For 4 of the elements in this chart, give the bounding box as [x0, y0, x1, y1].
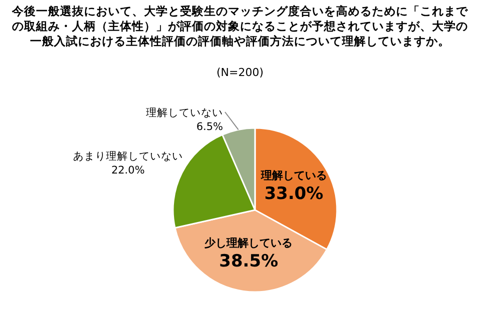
chart-title: 今後一般選抜において、大学と受験生のマッチング度合いを高めるために「これまでの取組み・人柄（主体性）」が評価の対象になることが予想されていますが、大学の一般入試における主体性評価の評価軸や評価方法について理解していますか。: [10, 4, 469, 49]
slice-label: 理解していない: [146, 107, 223, 119]
data-label: 6.5%: [196, 121, 224, 133]
chart-subtitle: (N=200): [215, 66, 265, 79]
